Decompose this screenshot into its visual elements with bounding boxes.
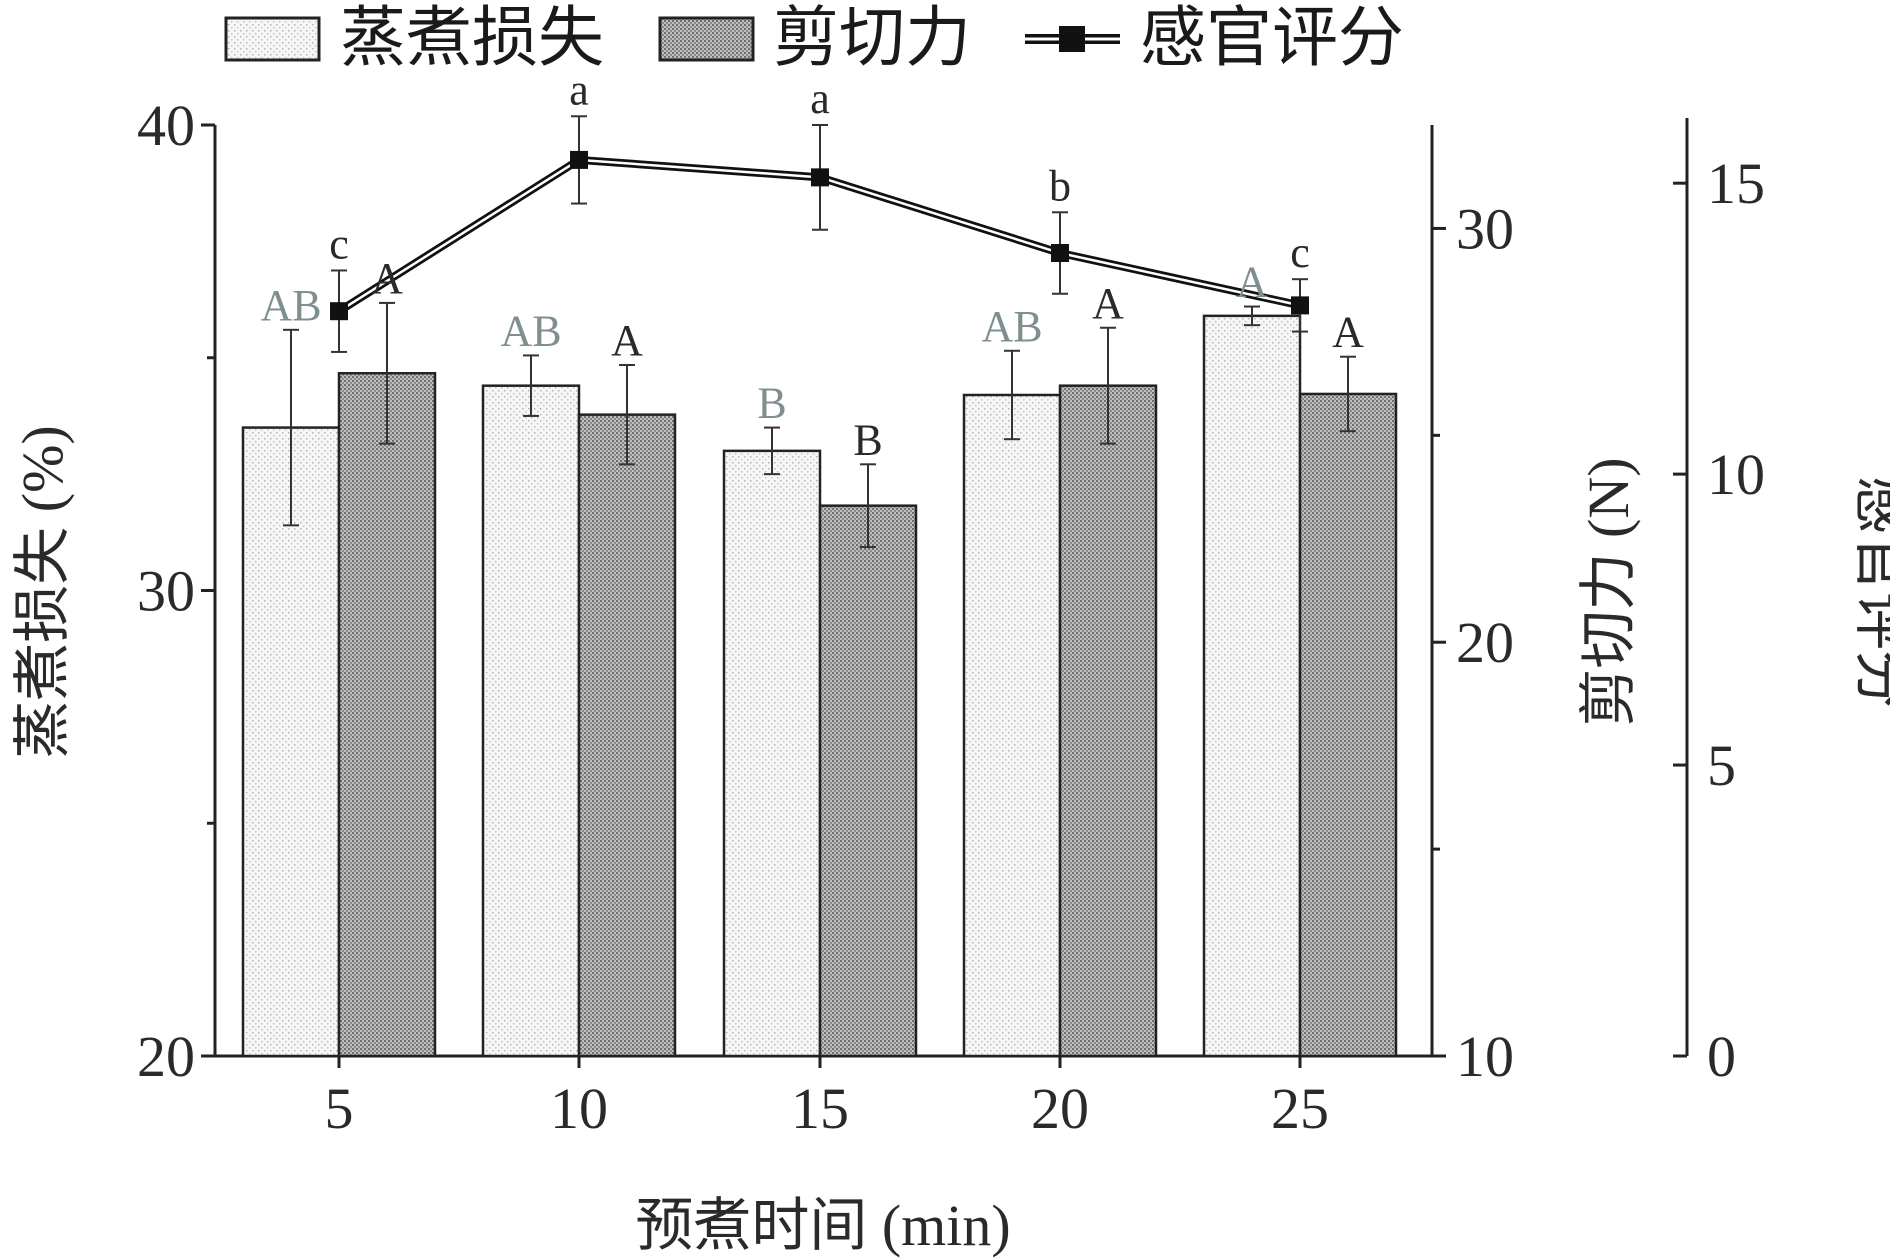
sensory-axis-title: 感官评分	[1849, 476, 1890, 708]
bar-cooking-loss-10	[481, 384, 581, 1058]
bar-shear-force-5	[337, 372, 437, 1058]
x-tick-label-20: 20	[1031, 1076, 1089, 1141]
bar-shear-force-20	[1058, 384, 1158, 1058]
shear-tick-label-30: 30	[1456, 196, 1514, 261]
sensory-tick-label-5: 5	[1707, 733, 1736, 798]
shear-axis-title: 剪切力 (N)	[1576, 457, 1641, 726]
point-sensory-10	[570, 150, 588, 169]
sig-label-cooking-loss-15: B	[757, 379, 786, 428]
left-tick-label-40: 40	[137, 93, 195, 158]
error-bars	[283, 301, 1356, 549]
bar-cooking-loss-20	[962, 393, 1062, 1058]
legend-swatch-cooking-loss	[224, 16, 321, 62]
legend-item-cooking-loss: 蒸煮损失	[224, 2, 604, 75]
sig-label-shear-force-5: A	[371, 254, 403, 303]
sensory-line	[330, 115, 1309, 353]
sensory-tick-label-10: 10	[1707, 442, 1765, 507]
sig-label-shear-force-20: A	[1092, 279, 1124, 328]
x-tick-label-10: 10	[550, 1076, 608, 1141]
sensory-tick-label-0: 0	[1707, 1024, 1736, 1089]
point-sensory-15	[811, 168, 829, 187]
ticks: 5 10 15 20 25 20 30 40 10 20 30 0 5 10 15	[137, 93, 1765, 1141]
legend-swatch-shear-force	[658, 16, 755, 62]
left-tick-label-30: 30	[137, 559, 195, 624]
x-tick-label-15: 15	[791, 1076, 849, 1141]
bars	[241, 314, 1398, 1058]
bar-cooking-loss-15	[722, 449, 822, 1058]
shear-tick-label-10: 10	[1456, 1024, 1514, 1089]
x-tick-label-5: 5	[325, 1076, 354, 1141]
legend: 蒸煮损失 剪切力 感官评分	[224, 2, 1404, 75]
shear-tick-label-20: 20	[1456, 610, 1514, 675]
legend-label-cooking-loss: 蒸煮损失	[340, 2, 604, 75]
legend-marker-sensory-score	[1059, 26, 1085, 52]
sig-label-shear-force-10: A	[611, 316, 643, 365]
sig-label-shear-force-15: B	[853, 415, 882, 464]
sig-label-sensory-15: a	[810, 74, 830, 123]
point-sensory-25	[1291, 296, 1309, 315]
left-axis-title: 蒸煮损失 (%)	[10, 425, 75, 758]
bar-shear-force-10	[577, 413, 677, 1058]
bar-cooking-loss-25	[1202, 314, 1302, 1058]
legend-label-sensory-score: 感官评分	[1140, 2, 1404, 75]
bar-cooking-loss-5	[241, 426, 341, 1058]
sig-label-sensory-25: c	[1290, 228, 1310, 277]
sensory-tick-label-15: 15	[1707, 151, 1765, 216]
left-tick-label-20: 20	[137, 1024, 195, 1089]
bar-shear-force-25	[1298, 392, 1398, 1058]
legend-item-shear-force: 剪切力	[658, 2, 971, 75]
x-tick-label-25: 25	[1271, 1076, 1329, 1141]
x-axis-title: 预煮时间 (min)	[635, 1193, 1010, 1258]
sig-label-sensory-10: a	[569, 65, 589, 114]
sig-label-sensory-20: b	[1049, 161, 1071, 210]
sig-label-cooking-loss-10: AB	[500, 306, 561, 355]
bar-shear-force-15	[818, 504, 918, 1058]
point-sensory-20	[1051, 244, 1069, 263]
sig-label-cooking-loss-5: AB	[260, 281, 321, 330]
point-sensory-5	[330, 302, 348, 321]
sig-label-cooking-loss-25: A	[1236, 258, 1268, 307]
legend-label-shear-force: 剪切力	[773, 2, 971, 75]
sig-label-sensory-5: c	[329, 219, 349, 268]
legend-item-sensory-score: 感官评分	[1025, 2, 1404, 75]
sig-label-cooking-loss-20: AB	[981, 302, 1042, 351]
sig-label-shear-force-25: A	[1332, 308, 1364, 357]
